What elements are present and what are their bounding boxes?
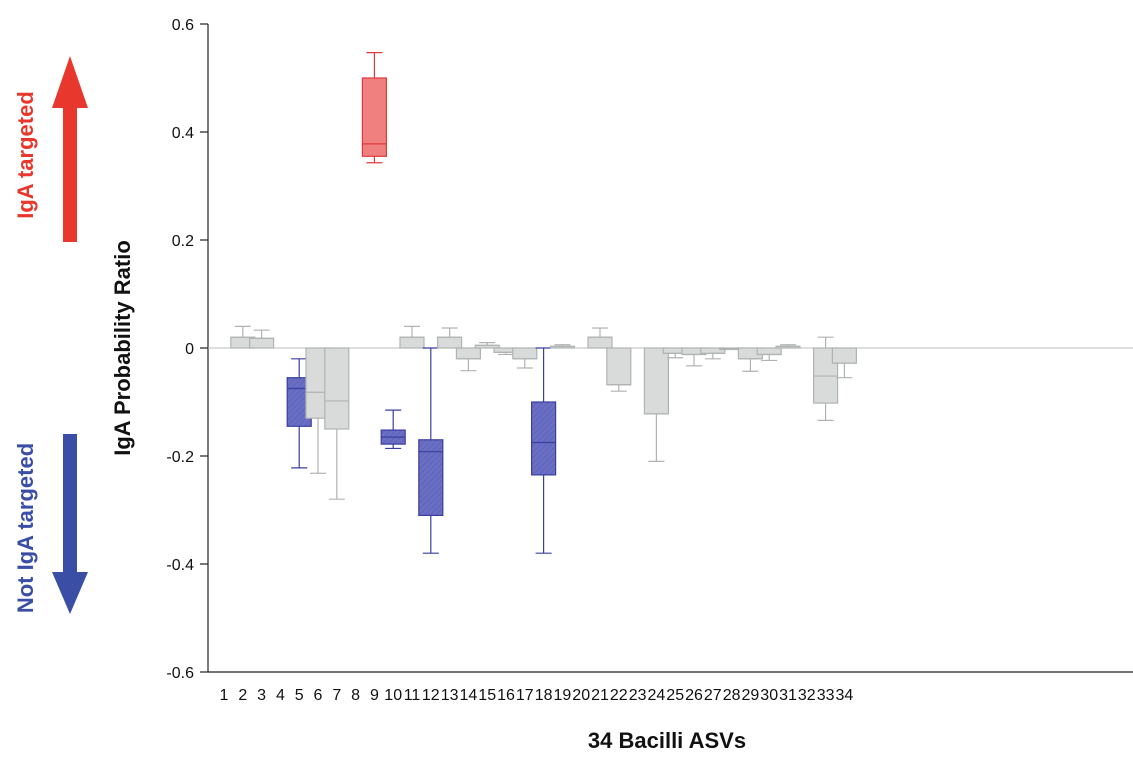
x-tick-label: 31 <box>779 687 797 704</box>
box-9 <box>361 52 387 164</box>
y-tick-label: 0.4 <box>172 125 194 142</box>
y-tick-label: 0 <box>185 341 194 358</box>
x-tick-label: 11 <box>404 687 421 704</box>
x-tick-label: 8 <box>351 687 360 704</box>
x-tick-label: 19 <box>554 687 572 704</box>
x-tick-label: 26 <box>685 687 703 704</box>
box-rect <box>399 336 425 349</box>
box-rect <box>512 347 538 360</box>
x-tick-label: 17 <box>516 687 534 704</box>
x-tick-label: 34 <box>836 687 854 704</box>
x-tick-label: 6 <box>314 687 323 704</box>
y-tick-label: 0.6 <box>172 17 194 34</box>
x-tick-label: 12 <box>422 687 440 704</box>
box-rect <box>361 77 387 157</box>
x-tick-label: 2 <box>238 687 247 704</box>
x-tick-label: 10 <box>384 687 402 704</box>
box-31 <box>775 344 801 349</box>
box-19 <box>549 344 576 349</box>
down-arrow-icon <box>52 434 88 614</box>
y-axis-label: IgA Probability Ratio <box>110 240 135 456</box>
x-tick-label: 20 <box>572 687 590 704</box>
box-24 <box>643 347 670 462</box>
x-tick-label: 29 <box>742 687 760 704</box>
box-rect <box>831 347 858 364</box>
x-tick-label: 32 <box>798 687 816 704</box>
x-tick-label: 9 <box>370 687 379 704</box>
y-tick-label: -0.6 <box>166 665 194 682</box>
box-27 <box>700 347 726 360</box>
x-tick-label: 5 <box>295 687 304 704</box>
box-13 <box>437 327 463 349</box>
x-tick-label: 14 <box>460 687 478 704</box>
x-tick-label: 24 <box>648 687 666 704</box>
x-tick-label: 30 <box>760 687 778 704</box>
box-12 <box>418 347 444 554</box>
down-label: Not IgA targeted <box>13 443 38 613</box>
x-tick-label: 25 <box>666 687 684 704</box>
box-rect <box>455 347 481 360</box>
box-10 <box>380 409 406 450</box>
box-15 <box>474 342 500 349</box>
box-rect <box>756 347 782 356</box>
box-rect <box>418 439 444 516</box>
x-tick-label: 15 <box>478 687 496 704</box>
y-tick-label: -0.2 <box>166 449 194 466</box>
box-14 <box>455 347 481 372</box>
box-22 <box>606 347 632 392</box>
x-tick-label: 28 <box>723 687 741 704</box>
box-rect <box>249 337 275 349</box>
up-label: IgA targeted <box>13 91 38 219</box>
box-30 <box>756 347 782 362</box>
x-tick-label: 4 <box>276 687 285 704</box>
x-tick-label: 33 <box>817 687 835 704</box>
box-17 <box>512 347 538 369</box>
y-tick-label: -0.4 <box>166 557 194 574</box>
box-11 <box>399 325 425 349</box>
x-tick-label: 3 <box>257 687 266 704</box>
box-21 <box>587 327 613 349</box>
up-arrow-icon <box>52 56 88 242</box>
y-tick-label: 0.2 <box>172 233 194 250</box>
x-tick-label: 16 <box>497 687 515 704</box>
x-tick-label: 1 <box>220 687 229 704</box>
box-rect <box>606 347 632 386</box>
x-tick-label: 13 <box>441 687 459 704</box>
box-rect <box>324 347 350 430</box>
x-tick-label: 27 <box>704 687 722 704</box>
x-tick-label: 18 <box>535 687 553 704</box>
x-tick-label: 7 <box>332 687 341 704</box>
box-34 <box>831 347 858 379</box>
box-rect <box>587 336 613 349</box>
box-rect <box>530 401 557 476</box>
box-rect <box>643 347 670 415</box>
box-7 <box>324 347 350 500</box>
x-tick-label: 23 <box>629 687 647 704</box>
box-3 <box>249 329 275 349</box>
x-tick-label: 22 <box>610 687 628 704</box>
x-axis-label: 34 Bacilli ASVs <box>588 728 746 753</box>
x-tick-label: 21 <box>591 687 609 704</box>
box-18 <box>530 347 557 554</box>
box-rect <box>437 336 463 349</box>
